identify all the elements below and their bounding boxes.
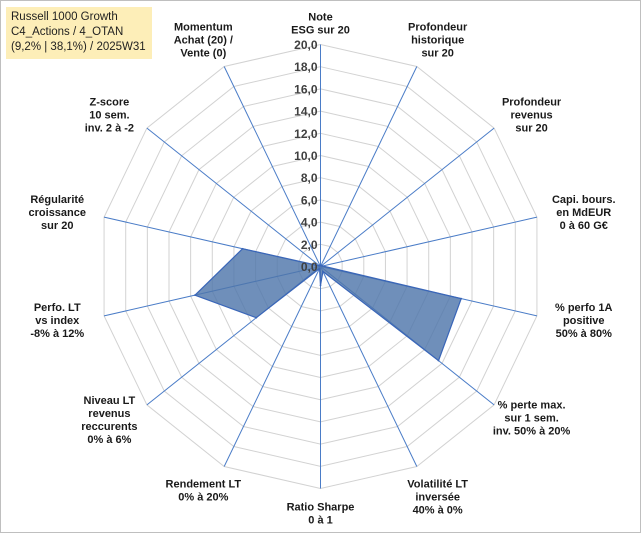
data-point-7 <box>319 284 322 287</box>
axis-label-13-line-1: Achat (20) / <box>174 34 233 46</box>
tick-label-9: 18,0 <box>294 60 318 74</box>
tick-label-4: 8,0 <box>301 171 318 185</box>
axis-label-8-line-0: Rendement LT <box>166 479 242 491</box>
axis-label-3-line-0: Capi. bours. <box>552 194 616 206</box>
axis-label-10-line-2: -8% à 12% <box>30 328 84 340</box>
axis-label-1-line-1: historique <box>411 34 464 46</box>
axis-label-2-line-0: Profondeur <box>502 97 562 109</box>
axis-label-11-line-0: Régularité <box>30 194 84 206</box>
axis-label-9-line-1: revenus <box>88 408 130 420</box>
axis-label-5-line-0: % perte max. <box>498 399 566 411</box>
tick-label-8: 16,0 <box>294 82 318 96</box>
axis-label-11-line-2: sur 20 <box>41 220 73 232</box>
data-point-8 <box>318 267 321 270</box>
axis-spoke-1 <box>320 66 418 267</box>
axis-label-11-line-1: croissance <box>29 207 86 219</box>
tick-label-1: 2,0 <box>301 238 318 252</box>
axis-label-1-line-0: Profondeur <box>408 21 468 33</box>
title-line-2: C4_Actions / 4_OTAN <box>11 26 124 38</box>
title-line-3: (9,2% | 38,1%) / 2025W31 <box>11 41 146 53</box>
axis-spoke-3 <box>320 216 538 267</box>
axis-label-6-line-0: Volatilité LT <box>407 479 468 491</box>
axis-label-10-line-0: Perfo. LT <box>34 302 81 314</box>
axis-label-12-line-0: Z-score <box>90 97 130 109</box>
axis-label-9-line-0: Niveau LT <box>84 395 136 407</box>
axis-label-5: % perte max.sur 1 sem.inv. 50% à 20% <box>493 399 571 437</box>
data-point-5 <box>437 359 440 362</box>
axis-label-9-line-3: 0% à 6% <box>87 434 131 446</box>
axis-label-12-line-1: 10 sem. <box>89 110 129 122</box>
axis-spoke-12 <box>146 127 321 267</box>
axis-label-4-line-0: % perfo 1A <box>555 302 613 314</box>
data-point-3 <box>321 265 324 267</box>
radar-series <box>194 247 463 362</box>
tick-label-7: 14,0 <box>294 105 318 119</box>
axis-label-7-line-1: 0 à 1 <box>308 515 332 527</box>
axis-label-5-line-1: sur 1 sem. <box>504 412 558 424</box>
tick-label-0: 0,0 <box>301 260 318 274</box>
axis-label-9-line-2: reccurents <box>81 421 137 433</box>
tick-label-3: 6,0 <box>301 193 318 207</box>
radial-tick-labels: 0,0 2,0 4,0 6,0 8,0 10,0 12,0 14,0 16,0 18,0 20,0 <box>294 38 318 274</box>
data-point-11 <box>241 247 244 250</box>
axis-label-8: Rendement LT0% à 20% <box>166 479 242 504</box>
title-line-1: Russell 1000 Growth <box>11 11 118 23</box>
axis-label-0-line-0: Note <box>308 12 332 24</box>
axis-label-6-line-2: 40% à 0% <box>413 505 463 517</box>
axis-label-3-line-1: en MdEUR <box>556 207 611 219</box>
axis-label-6-line-1: inversée <box>415 492 460 504</box>
tick-label-5: 10,0 <box>294 149 318 163</box>
data-point-4 <box>460 297 463 300</box>
tick-label-2: 4,0 <box>301 216 318 230</box>
data-point-13 <box>319 264 321 267</box>
axis-spoke-13 <box>223 66 321 267</box>
data-point-10 <box>194 294 196 297</box>
axis-label-10-line-1: vs index <box>35 315 80 327</box>
axis-label-3-line-2: 0 à 60 G€ <box>560 220 608 232</box>
axis-label-7-line-0: Ratio Sharpe <box>287 502 355 514</box>
axis-spoke-6 <box>320 266 418 467</box>
data-point-9 <box>255 316 258 319</box>
axis-label-1-line-2: sur 20 <box>421 47 453 59</box>
data-point-6 <box>322 270 324 273</box>
axis-label-5-line-2: inv. 50% à 20% <box>493 425 571 437</box>
chart-title-box: Russell 1000 Growth C4_Actions / 4_OTAN … <box>6 7 152 59</box>
axis-label-2-line-2: sur 20 <box>515 123 547 135</box>
series-area-0 <box>194 248 462 362</box>
tick-label-6: 12,0 <box>294 127 318 141</box>
axis-label-0-line-1: ESG sur 20 <box>291 25 350 37</box>
axis-spoke-8 <box>223 266 321 467</box>
axis-label-8-line-1: 0% à 20% <box>178 492 228 504</box>
axis-label-13-line-2: Vente (0) <box>180 47 226 59</box>
tick-label-10: 20,0 <box>294 38 318 52</box>
axis-spoke-2 <box>320 127 495 267</box>
axis-label-2-line-1: revenus <box>510 110 552 122</box>
axis-label-4-line-1: positive <box>563 315 605 327</box>
axis-label-4-line-2: 50% à 80% <box>556 328 612 340</box>
axis-label-13-line-0: Momentum <box>174 21 233 33</box>
axis-label-12-line-2: inv. 2 à -2 <box>85 123 134 135</box>
